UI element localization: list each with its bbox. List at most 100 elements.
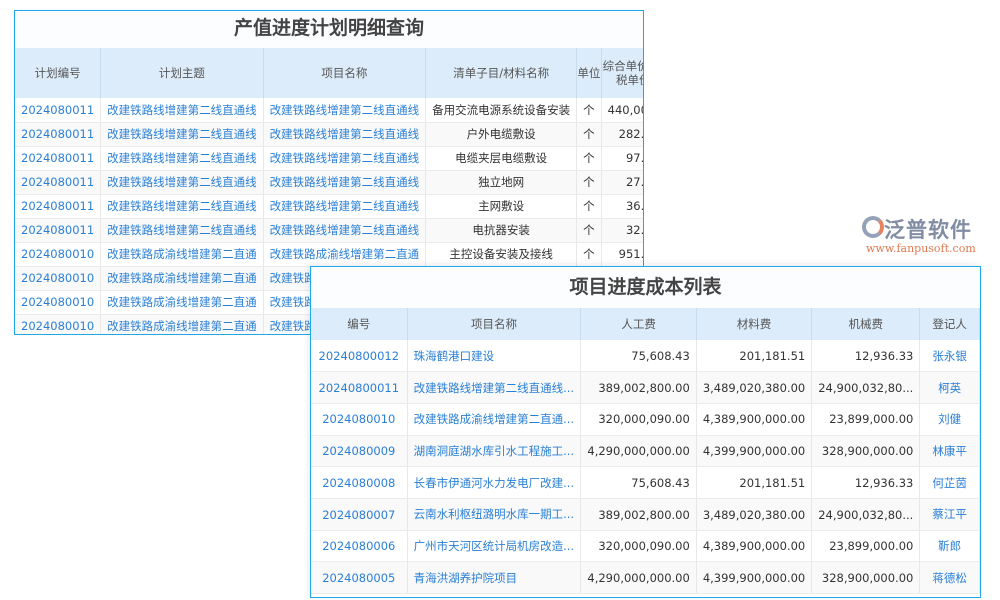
table-row[interactable]: 2024080011 改建铁路线增建第二线直通线 改建铁路线增建第二线直通线 电缆夹层… [15, 146, 643, 171]
table-cell[interactable]: 珠海鹤港口建设 [407, 340, 582, 373]
table-row[interactable]: 2024080009 湖南洞庭湖水库引水工程施工... 4,290,000,000.… [311, 435, 980, 468]
table-cell[interactable]: 改建铁路成渝线增建第二直通 [100, 314, 264, 334]
table-cell[interactable]: 2024080011 [15, 218, 102, 243]
table-row[interactable]: 2024080007 云南水利枢纽潞明水库一期工... 389,002,800.00… [311, 498, 980, 531]
cell-text: 4,399,900,000.00 [702, 570, 806, 585]
table-cell[interactable]: 改建铁路线增建第二线直通线 [263, 98, 427, 123]
cell-text: 20240800012 [318, 348, 400, 363]
table-cell[interactable]: 林康平 [919, 435, 980, 468]
table-cell[interactable]: 长春市伊通河水力发电厂改建... [407, 466, 582, 499]
column-header[interactable]: 计划编号 [15, 48, 102, 98]
cell-text: 个 [583, 199, 595, 213]
column-header[interactable]: 单位 [576, 48, 602, 98]
table-cell[interactable]: 改建铁路成渝线增建第二直通 [100, 242, 264, 267]
table-cell[interactable]: 2024080011 [15, 170, 102, 195]
table-cell[interactable]: 2024080006 [311, 530, 408, 563]
table-cell[interactable]: 2024080005 [311, 561, 408, 594]
table-cell[interactable]: 20240800011 [311, 371, 408, 404]
column-header[interactable]: 综合单价/含税单价 [601, 48, 643, 98]
table-cell[interactable]: 改建铁路成渝线增建第二直通 [100, 266, 264, 291]
table-cell[interactable]: 改建铁路线增建第二线直通线 [100, 194, 264, 219]
table-cell[interactable]: 改建铁路线增建第二线直通线 [263, 194, 427, 219]
table-cell[interactable]: 2024080009 [311, 435, 408, 468]
table-cell[interactable]: 改建铁路线增建第二线直通线 [263, 170, 427, 195]
table-cell[interactable]: 2024080010 [15, 290, 102, 315]
table-cell: 4,290,000,000.00 [580, 561, 697, 594]
table-row[interactable]: 2024080011 改建铁路线增建第二线直通线 改建铁路线增建第二线直通线 独立地网… [15, 170, 643, 195]
table-cell[interactable]: 张永银 [919, 340, 980, 373]
table-cell[interactable]: 青海洪湖养护院项目 [407, 561, 582, 594]
table-cell[interactable]: 改建铁路成渝线增建第二直通... [407, 403, 582, 436]
table-cell[interactable]: 2024080010 [15, 266, 102, 291]
table-cell: 97.06 [601, 146, 643, 171]
plan-panel-title: 产值进度计划明细查询 [15, 11, 643, 48]
table-row[interactable]: 2024080005 青海洪湖养护院项目 4,290,000,000.00 4,399… [311, 561, 980, 594]
table-cell[interactable]: 靳郎 [919, 530, 980, 563]
table-row[interactable]: 2024080008 长春市伊通河水力发电厂改建... 75,608.43 201,1… [311, 466, 980, 499]
column-header[interactable]: 项目名称 [407, 308, 582, 340]
table-cell[interactable]: 2024080010 [15, 242, 102, 267]
table-cell[interactable]: 2024080011 [15, 122, 102, 147]
table-row[interactable]: 2024080006 广州市天河区统计局机房改造... 320,000,090.00… [311, 530, 980, 563]
table-cell[interactable]: 广州市天河区统计局机房改造... [407, 530, 582, 563]
table-cell[interactable]: 改建铁路线增建第二线直通线 [263, 146, 427, 171]
table-cell[interactable]: 刘健 [919, 403, 980, 436]
table-cell[interactable]: 改建铁路线增建第二线直通线 [100, 218, 264, 243]
table-row[interactable]: 2024080010 改建铁路成渝线增建第二直通... 320,000,090.00… [311, 403, 980, 436]
table-cell: 75,608.43 [580, 340, 697, 373]
table-cell[interactable]: 云南水利枢纽潞明水库一期工... [407, 498, 582, 531]
table-cell[interactable]: 2024080011 [15, 146, 102, 171]
column-header[interactable]: 项目名称 [263, 48, 427, 98]
cell-text: 3,489,020,380.00 [702, 507, 806, 522]
table-cell: 201,181.51 [696, 340, 813, 373]
cell-text: 何芷茵 [932, 475, 967, 490]
column-header[interactable]: 登记人 [919, 308, 980, 340]
table-cell[interactable]: 蔡江平 [919, 498, 980, 531]
column-header[interactable]: 清单子目/材料名称 [425, 48, 578, 98]
table-row[interactable]: 20240800011 改建铁路线增建第二线直通线... 389,002,800.0… [311, 371, 980, 404]
table-row[interactable]: 2024080011 改建铁路线增建第二线直通线 改建铁路线增建第二线直通线 电抗器安… [15, 218, 644, 243]
table-cell[interactable]: 2024080010 [15, 314, 102, 334]
table-row[interactable]: 2024080011 改建铁路线增建第二线直通线 改建铁路线增建第二线直通线 主网敷设… [15, 194, 643, 219]
table-cell[interactable]: 改建铁路线增建第二线直通线 [263, 122, 427, 147]
column-header[interactable]: 人工费 [580, 308, 697, 340]
table-cell[interactable]: 2024080011 [15, 98, 102, 123]
table-cell[interactable]: 何芷茵 [919, 466, 980, 499]
table-cell: 4,399,900,000.00 [696, 561, 813, 594]
cell-text: 改建铁路成渝线增建第二直通 [269, 247, 420, 261]
table-row[interactable]: 2024080011 改建铁路线增建第二线直通线 改建铁路线增建第二线直通线 备用交流… [15, 98, 643, 123]
table-cell[interactable]: 2024080008 [311, 466, 408, 499]
cell-text: 改建铁路成渝线增建第二直通 [269, 319, 314, 333]
cell-text: 改建铁路线增建第二线直通线 [107, 102, 257, 117]
table-cell[interactable]: 改建铁路成渝线增建第二直通 [263, 242, 427, 267]
table-cell[interactable]: 2024080007 [311, 498, 408, 531]
table-cell[interactable]: 2024080010 [311, 403, 408, 436]
table-cell[interactable]: 改建铁路线增建第二线直通线 [100, 122, 264, 147]
table-cell: 3,489,020,380.00 [696, 371, 813, 404]
table-cell[interactable]: 改建铁路成渝线增建第二直通 [100, 290, 264, 315]
table-cell[interactable]: 柯英 [919, 371, 980, 404]
table-cell: 备用交流电源系统设备安装 [425, 98, 578, 123]
table-row[interactable]: 20240800012 珠海鹤港口建设 75,608.43 201,181.51 12,… [311, 340, 980, 373]
table-cell[interactable]: 蒋德松 [919, 561, 980, 594]
table-cell[interactable]: 2024080011 [15, 194, 102, 219]
column-header[interactable]: 计划主题 [100, 48, 264, 98]
cell-text: 32.45 [625, 223, 644, 238]
column-header[interactable]: 机械费 [811, 308, 921, 340]
table-cell[interactable]: 改建铁路线增建第二线直通线 [100, 146, 264, 171]
table-cell: 电缆夹层电缆敷设 [425, 146, 578, 171]
cell-text: 282.43 [618, 127, 644, 142]
table-cell[interactable]: 改建铁路线增建第二线直通线... [407, 371, 582, 404]
column-header[interactable]: 编号 [311, 308, 408, 340]
table-cell[interactable]: 改建铁路线增建第二线直通线 [100, 98, 264, 123]
table-row[interactable]: 2024080010 改建铁路成渝线增建第二直通 改建铁路成渝线增建第二直通 主控设备… [15, 242, 643, 267]
column-header[interactable]: 材料费 [696, 308, 813, 340]
cell-text: 改建铁路线增建第二线直通线 [269, 175, 420, 189]
table-cell[interactable]: 改建铁路线增建第二线直通线 [100, 170, 264, 195]
table-cell[interactable]: 改建铁路线增建第二线直通线 [263, 218, 427, 243]
fanpu-logo-icon [862, 216, 884, 238]
cell-text: 2024080010 [322, 412, 396, 427]
table-cell[interactable]: 湖南洞庭湖水库引水工程施工... [407, 435, 582, 468]
table-row[interactable]: 2024080011 改建铁路线增建第二线直通线 改建铁路线增建第二线直通线 户外电缆… [15, 122, 644, 147]
table-cell[interactable]: 20240800012 [311, 340, 408, 373]
